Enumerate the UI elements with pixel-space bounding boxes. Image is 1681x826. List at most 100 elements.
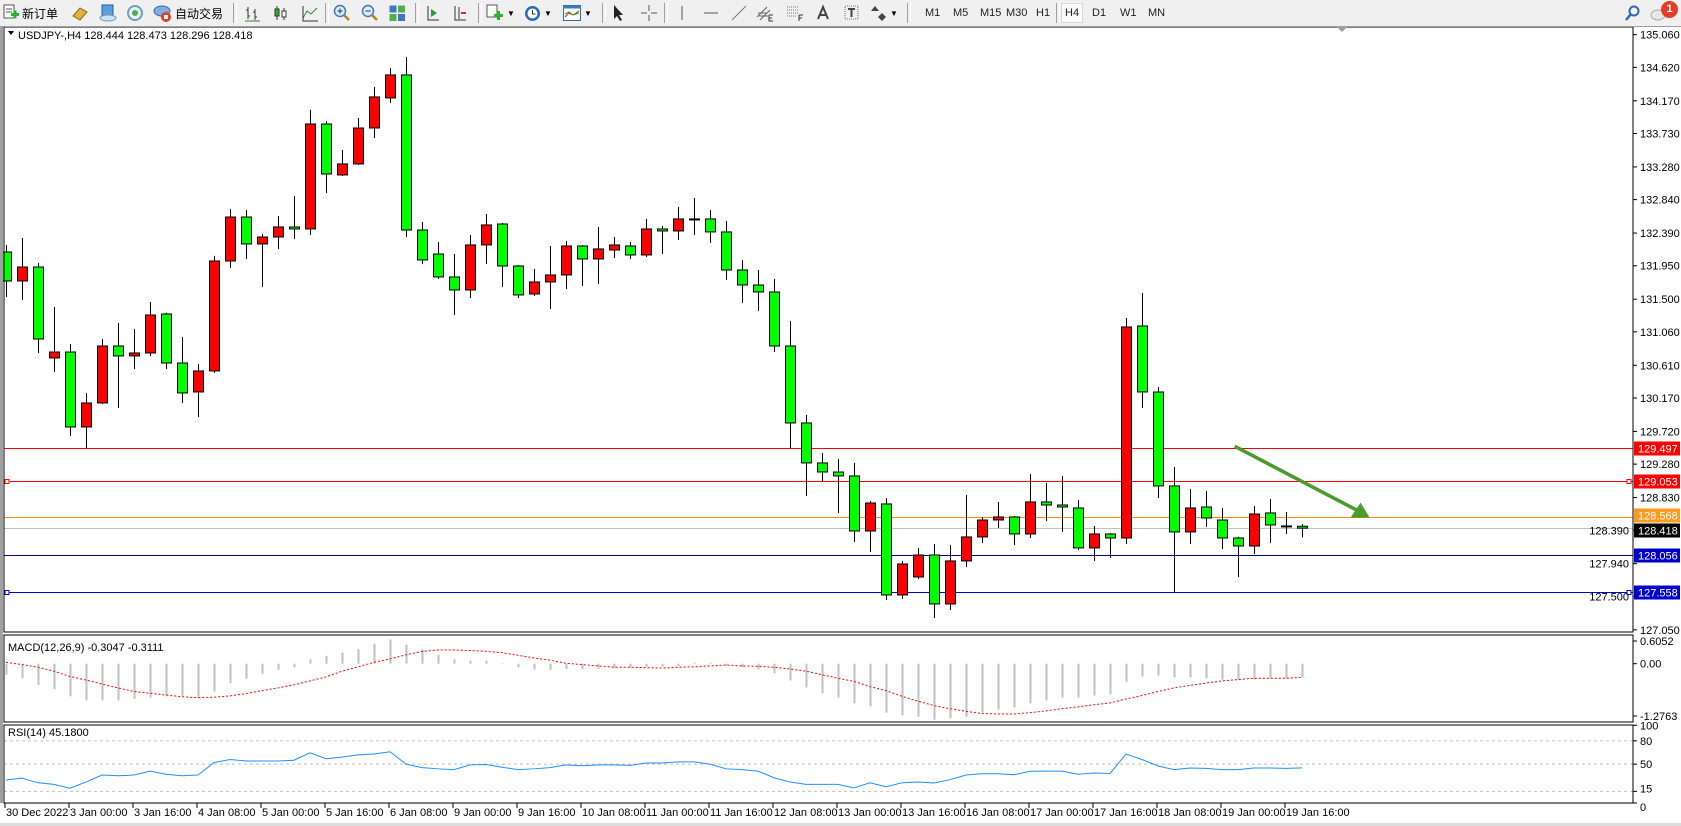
candle-body <box>929 554 940 605</box>
search-button[interactable] <box>1624 3 1641 23</box>
candle <box>609 236 620 258</box>
candle-body <box>65 351 76 428</box>
price-tag-label: 128.418 <box>1638 526 1678 538</box>
candle-body <box>769 291 780 347</box>
candle-body <box>785 345 796 424</box>
templates-button[interactable]: ▼ <box>563 3 592 23</box>
candle <box>561 241 572 289</box>
market-watch-button[interactable] <box>71 3 89 23</box>
candle <box>177 336 188 403</box>
crosshair-button[interactable] <box>641 3 657 23</box>
candle-body <box>1297 525 1308 529</box>
candle-body <box>257 236 268 245</box>
timeframe-m30-button[interactable]: M30 <box>1006 7 1028 19</box>
candle-body <box>337 163 348 176</box>
auto-scroll-icon <box>427 6 439 21</box>
timeframe-w1-button[interactable]: W1 <box>1120 7 1137 19</box>
text-button[interactable] <box>816 3 830 23</box>
timeframe-mn-button[interactable]: MN <box>1148 7 1166 19</box>
candle-body <box>961 536 972 562</box>
candle <box>1025 474 1036 538</box>
gold-bars-icon <box>72 7 88 21</box>
candle-body <box>1233 537 1244 547</box>
chart-background <box>0 27 1681 826</box>
cursor-icon <box>614 5 623 21</box>
candle-body <box>1169 485 1180 533</box>
candle <box>1057 475 1068 532</box>
indicators-icon <box>486 4 503 20</box>
candle <box>897 560 908 599</box>
time-tick-label: 9 Jan 16:00 <box>518 807 576 819</box>
price-tag-128.056 <box>1634 548 1680 563</box>
line-chart-button[interactable] <box>302 3 318 23</box>
fibonacci-button[interactable] <box>786 3 804 23</box>
candle-body <box>113 345 124 357</box>
new-order-button[interactable]: 新订单 <box>3 3 58 23</box>
time-tick-label: 19 Jan 16:00 <box>1286 807 1350 819</box>
candle-body <box>81 402 92 428</box>
candle <box>961 494 972 567</box>
timeframe-m15-button[interactable]: M15 <box>980 7 1002 19</box>
macd-tick-label: 0.6052 <box>1640 636 1674 648</box>
timeframe-h4-button[interactable]: H4 <box>1061 3 1084 23</box>
chart-shift-button[interactable] <box>453 3 467 23</box>
zoom-in-button[interactable] <box>333 3 351 23</box>
candle <box>657 225 668 255</box>
timeframe-m5-button[interactable]: M5 <box>953 7 969 19</box>
candle <box>529 268 540 296</box>
candlestick-chart-button[interactable] <box>273 3 289 23</box>
price-tag-129.497 <box>1634 441 1680 456</box>
candle <box>1249 505 1260 554</box>
candle-body <box>369 96 380 129</box>
candle <box>801 414 812 496</box>
candle <box>945 544 956 610</box>
candlestick-icon <box>274 6 287 20</box>
rsi-label: RSI(14) 45.1800 <box>8 727 89 739</box>
candle <box>1233 536 1244 577</box>
rsi-tick-label: 80 <box>1640 736 1652 748</box>
navigator-button[interactable] <box>126 3 144 23</box>
line-anchor-handle <box>1626 479 1632 484</box>
candle-body <box>865 502 876 532</box>
equidistant-channel-button[interactable] <box>756 3 774 23</box>
time-tick-label: 19 Jan 00:00 <box>1222 807 1286 819</box>
candle <box>433 241 444 279</box>
candle <box>593 226 604 284</box>
candle <box>689 197 700 235</box>
autotrading-button[interactable]: 自动交易 <box>153 3 223 23</box>
indicators-button[interactable]: ▼ <box>486 3 515 23</box>
arrows-button[interactable]: ▼ <box>871 3 898 23</box>
candle-body <box>609 244 620 251</box>
trendline-button[interactable] <box>731 3 747 23</box>
price-tick-label: 134.620 <box>1640 62 1680 74</box>
timeframe-m1-button[interactable]: M1 <box>925 7 941 19</box>
rsi-pane-border <box>3 724 1634 804</box>
line-chart-icon <box>302 6 318 22</box>
price-tick-label: 128.830 <box>1640 493 1680 505</box>
candle-body <box>1153 391 1164 487</box>
auto-scroll-button[interactable] <box>426 3 440 23</box>
timeframe-d1-button[interactable]: D1 <box>1092 7 1107 19</box>
price-tag-128.418 <box>1634 523 1680 538</box>
chart-window[interactable]: 135.060 134.620 134.170 133.730 133.280 132.8… <box>0 27 1681 826</box>
horizontal-line-button[interactable] <box>703 3 719 23</box>
candle <box>753 269 764 311</box>
candle <box>817 452 828 481</box>
candle <box>337 149 348 176</box>
zoom-out-button[interactable] <box>361 3 379 23</box>
tile-windows-button[interactable] <box>389 3 406 23</box>
candle-body <box>161 313 172 364</box>
price-tag-label: 127.558 <box>1638 588 1678 600</box>
text-label-button[interactable] <box>844 3 860 23</box>
candle <box>1089 525 1100 561</box>
timeframe-h1-button[interactable]: H1 <box>1036 7 1051 19</box>
vertical-line-button[interactable] <box>676 3 688 23</box>
cursor-button[interactable] <box>611 3 625 23</box>
candle <box>769 278 780 353</box>
data-window-button[interactable] <box>99 3 117 23</box>
candle-body <box>1281 525 1292 528</box>
candle <box>737 259 748 303</box>
candle <box>625 241 636 259</box>
bar-chart-button[interactable] <box>244 3 260 23</box>
periodicity-button[interactable]: ▼ <box>524 3 552 23</box>
